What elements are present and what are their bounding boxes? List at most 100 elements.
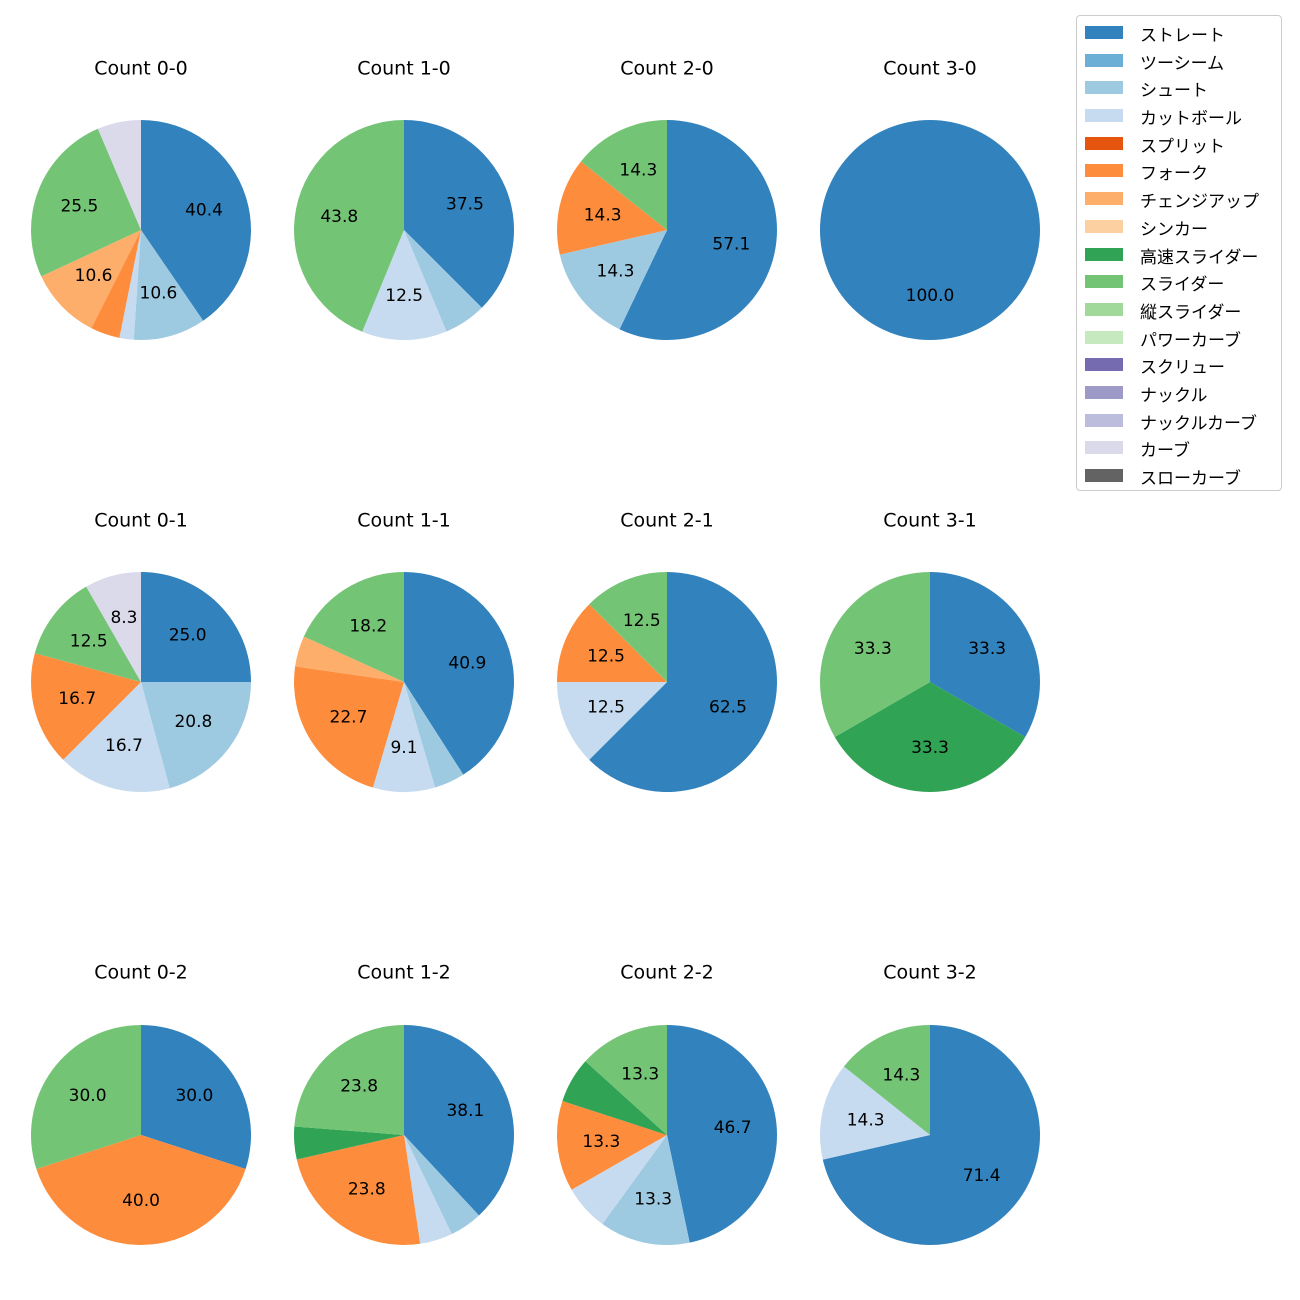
slice-label: 8.3 — [110, 608, 137, 628]
pie-slice — [822, 1025, 1040, 1245]
legend-label: ツーシーム — [1140, 53, 1225, 74]
pie-slice — [404, 120, 514, 308]
pie-slice — [589, 572, 667, 682]
slice-label: 14.3 — [619, 161, 657, 181]
pie-10: Count 1-2 38.1 23.8 23.8 — [293, 962, 514, 1245]
legend-label: シンカー — [1140, 219, 1208, 240]
legend-label: ナックルカーブ — [1140, 413, 1257, 434]
pie-slice — [404, 1025, 514, 1216]
legend-swatch — [1085, 358, 1123, 372]
slice-label: 38.1 — [446, 1101, 484, 1121]
pie-slice — [819, 572, 930, 737]
pie-slice — [404, 230, 482, 332]
legend-label: ストレート — [1140, 26, 1225, 46]
slice-label: 14.3 — [847, 1110, 885, 1130]
legend-label: スクリュー — [1140, 358, 1225, 379]
pie-slice — [557, 682, 667, 760]
pie-slice — [930, 572, 1040, 737]
slice-label: 12.5 — [623, 611, 661, 631]
slice-label: 20.8 — [174, 712, 212, 732]
legend-swatch — [1085, 302, 1123, 316]
pie-slice — [97, 120, 141, 230]
legend-label: スローカーブ — [1140, 469, 1241, 489]
pie-slice — [820, 120, 1040, 340]
legend-swatch — [1085, 247, 1123, 261]
pie-slice — [119, 230, 141, 340]
pie-title: Count 2-0 — [620, 58, 714, 80]
slice-label: 16.7 — [58, 689, 96, 709]
legend-swatch — [1085, 192, 1123, 206]
pie-slice — [141, 120, 251, 321]
pie-slice — [91, 230, 141, 338]
pie-slice — [63, 682, 170, 792]
legend-item: シュート — [1077, 73, 1281, 101]
slice-label: 40.4 — [185, 200, 223, 220]
pie-5: Count 0-1 25.0 20.8 16.7 16.7 12.58.3 — [31, 510, 251, 792]
pie-12: Count 3-2 71.4 14.3 14.3 — [819, 962, 1040, 1245]
pie-slice — [589, 572, 778, 792]
legend-item: ナックルカーブ — [1077, 406, 1281, 434]
pie-1: Count 0-0 40.4 10.6 10.6 25.5 — [31, 58, 251, 340]
pie-8: Count 3-1 33.3 33.3 33.3 — [819, 510, 1040, 793]
slice-label: 12.5 — [70, 632, 108, 652]
slice-label: 71.4 — [963, 1166, 1001, 1186]
pie-title: Count 1-1 — [357, 510, 451, 532]
pie-slice — [843, 1025, 930, 1135]
pie-slice — [559, 230, 667, 330]
slice-label: 57.1 — [712, 235, 750, 255]
pie-11: Count 2-2 46.7 13.3 13.3 13.3 — [557, 962, 777, 1245]
pie-title: Count 2-2 — [620, 962, 714, 984]
legend-item: スプリット — [1077, 129, 1281, 157]
pie-4: Count 3-0 100.0 — [820, 58, 1040, 340]
pie-slice — [86, 572, 141, 682]
slice-label: 40.0 — [122, 1191, 160, 1211]
pie-6: Count 1-1 40.9 9.1 22.7 18.2 — [294, 510, 514, 792]
legend-item: スローカーブ — [1077, 461, 1281, 489]
slice-label: 14.3 — [597, 261, 635, 281]
slice-label: 13.3 — [621, 1065, 659, 1085]
pie-9: Count 0-2 30.0 40.0 30.0 — [31, 962, 251, 1245]
slice-label: 12.5 — [587, 647, 625, 667]
legend-item: ナックル — [1077, 378, 1281, 406]
legend-swatch — [1085, 109, 1123, 123]
slice-label: 33.3 — [911, 738, 949, 758]
slice-label: 25.0 — [169, 625, 207, 645]
slice-label: 14.3 — [882, 1066, 920, 1086]
slice-label: 13.3 — [634, 1190, 672, 1210]
legend-item: スライダー — [1077, 267, 1281, 295]
legend-label: カーブ — [1140, 441, 1190, 462]
slice-label: 100.0 — [906, 286, 955, 306]
legend-item: ストレート — [1077, 18, 1281, 46]
pie-slice — [303, 572, 404, 682]
pie-slice — [372, 682, 436, 792]
pie-slice — [404, 1135, 452, 1244]
pie-title: Count 0-2 — [94, 962, 188, 984]
slice-label: 10.6 — [140, 284, 178, 304]
slice-label: 43.8 — [320, 207, 358, 227]
pie-slice — [34, 586, 141, 682]
slice-label: 40.9 — [448, 653, 486, 673]
pie-slice — [619, 120, 777, 340]
legend-swatch — [1085, 26, 1123, 39]
slice-label: 12.5 — [587, 697, 625, 717]
pie-3: Count 2-0 57.1 14.3 14.3 14.3 — [556, 58, 777, 340]
pie-slice — [404, 1135, 479, 1235]
pie-slice — [296, 1135, 421, 1245]
pie-7: Count 2-1 62.5 12.5 12.5 12.5 — [557, 510, 778, 792]
pie-slice — [404, 572, 514, 775]
slice-label: 16.7 — [105, 736, 143, 756]
slice-label: 12.5 — [385, 286, 423, 306]
pie-slice — [294, 666, 404, 788]
pie-title: Count 3-0 — [883, 58, 977, 80]
pie-slice — [295, 636, 404, 682]
pie-slice — [667, 1025, 777, 1243]
slice-label: 62.5 — [709, 697, 747, 717]
legend-item: パワーカーブ — [1077, 323, 1281, 351]
legend: ストレート ツーシーム シュート カットボール スプリット フォーク チェンジアップ シンカー… — [1076, 15, 1282, 491]
legend-item: 高速スライダー — [1077, 240, 1281, 268]
legend-swatch — [1085, 330, 1123, 344]
slice-label: 9.1 — [390, 738, 417, 758]
legend-item: シンカー — [1077, 212, 1281, 240]
pie-slice — [557, 604, 667, 682]
legend-swatch — [1085, 275, 1123, 289]
